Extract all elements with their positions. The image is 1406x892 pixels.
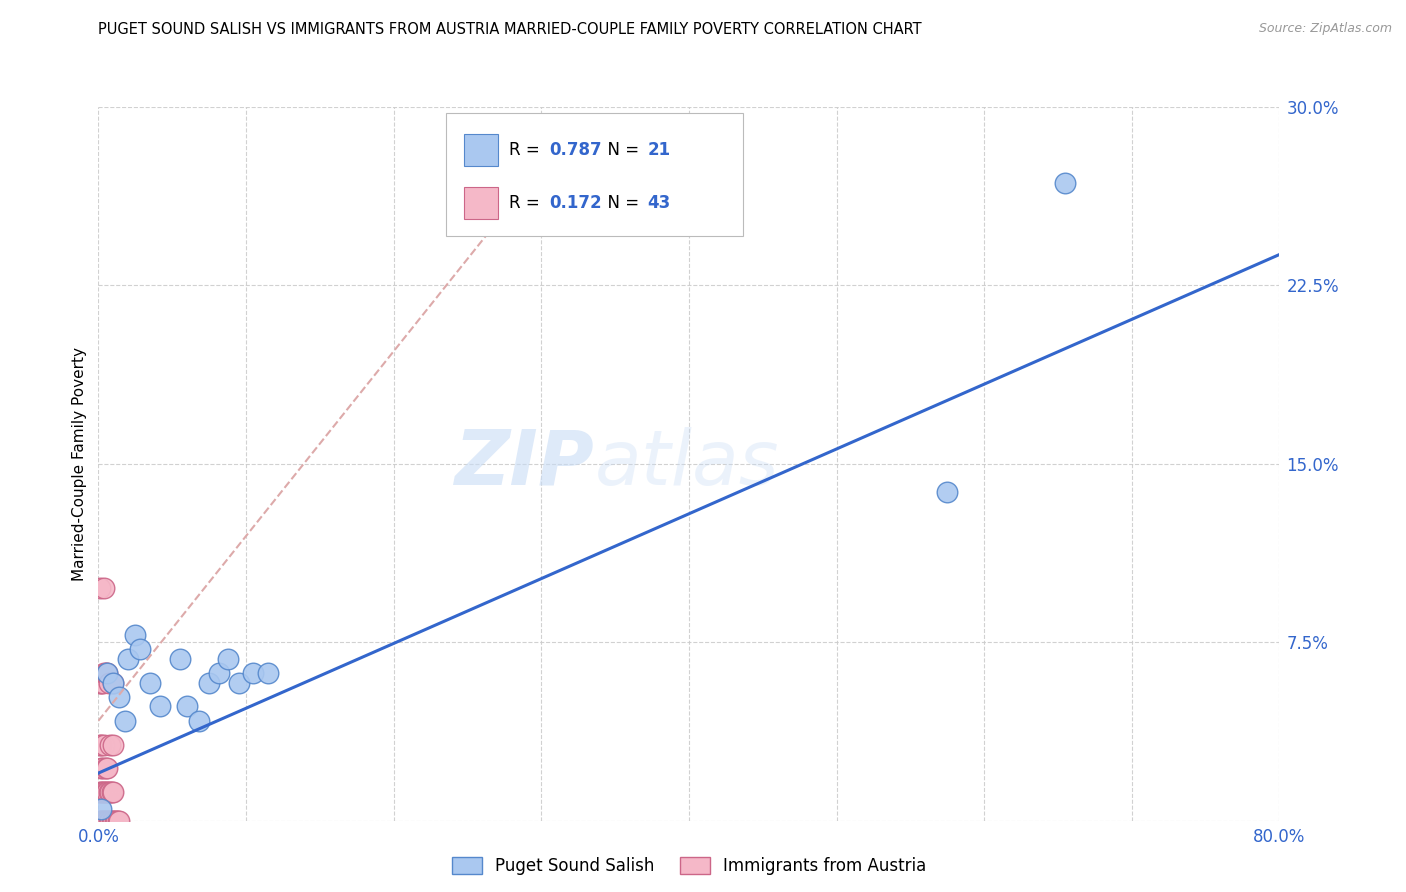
- Text: 21: 21: [647, 141, 671, 159]
- Point: [96, 666, 118, 681]
- Point: [96, 761, 118, 775]
- Point: [114, 714, 136, 728]
- Text: Source: ZipAtlas.com: Source: ZipAtlas.com: [1258, 22, 1392, 36]
- Text: N =: N =: [596, 194, 644, 212]
- Point: [103, 738, 125, 752]
- Point: [94, 666, 117, 681]
- Text: 0.172: 0.172: [548, 194, 602, 212]
- Text: R =: R =: [509, 194, 546, 212]
- Point: [93, 581, 115, 595]
- Point: [176, 699, 198, 714]
- Point: [91, 785, 114, 799]
- Point: [90, 785, 112, 799]
- Point: [103, 814, 125, 828]
- Point: [93, 814, 115, 828]
- Point: [98, 738, 121, 752]
- Point: [91, 675, 114, 690]
- Point: [93, 738, 115, 752]
- Point: [103, 675, 125, 690]
- Point: [217, 652, 239, 666]
- Point: [108, 690, 131, 704]
- Point: [187, 714, 209, 728]
- Point: [89, 675, 111, 690]
- Point: [94, 814, 117, 828]
- Point: [103, 675, 125, 690]
- Point: [97, 785, 120, 799]
- Point: [97, 814, 120, 828]
- Point: [100, 785, 122, 799]
- Point: [91, 814, 114, 828]
- Text: ZIP: ZIP: [454, 427, 595, 500]
- Point: [97, 675, 120, 690]
- Point: [104, 814, 127, 828]
- Point: [242, 666, 264, 681]
- Point: [90, 761, 112, 775]
- Point: [93, 785, 115, 799]
- Point: [96, 666, 118, 681]
- Point: [90, 814, 112, 828]
- Text: atlas: atlas: [595, 427, 779, 500]
- Point: [94, 785, 117, 799]
- Text: 43: 43: [647, 194, 671, 212]
- Point: [117, 652, 139, 666]
- Point: [90, 802, 112, 816]
- Text: N =: N =: [596, 141, 644, 159]
- Point: [96, 814, 118, 828]
- Point: [98, 785, 121, 799]
- Point: [96, 785, 118, 799]
- Legend: Puget Sound Salish, Immigrants from Austria: Puget Sound Salish, Immigrants from Aust…: [443, 849, 935, 884]
- Point: [108, 814, 131, 828]
- Point: [91, 761, 114, 775]
- Point: [90, 675, 112, 690]
- Point: [107, 814, 129, 828]
- Point: [90, 738, 112, 752]
- Point: [100, 814, 122, 828]
- Point: [89, 814, 111, 828]
- Point: [89, 738, 111, 752]
- Point: [139, 675, 162, 690]
- Point: [94, 761, 117, 775]
- Text: R =: R =: [509, 141, 546, 159]
- Point: [208, 666, 231, 681]
- Point: [198, 675, 221, 690]
- Point: [149, 699, 172, 714]
- Y-axis label: Married-Couple Family Poverty: Married-Couple Family Poverty: [72, 347, 87, 581]
- Point: [105, 814, 128, 828]
- Point: [124, 628, 146, 642]
- Text: 0.787: 0.787: [548, 141, 602, 159]
- Point: [98, 814, 121, 828]
- Point: [169, 652, 191, 666]
- Point: [936, 485, 959, 500]
- Point: [89, 785, 111, 799]
- Point: [228, 675, 250, 690]
- Point: [103, 785, 125, 799]
- Point: [1054, 176, 1077, 190]
- Point: [128, 642, 150, 657]
- Point: [93, 666, 115, 681]
- Text: PUGET SOUND SALISH VS IMMIGRANTS FROM AUSTRIA MARRIED-COUPLE FAMILY POVERTY CORR: PUGET SOUND SALISH VS IMMIGRANTS FROM AU…: [98, 22, 922, 37]
- Point: [257, 666, 280, 681]
- Point: [89, 581, 111, 595]
